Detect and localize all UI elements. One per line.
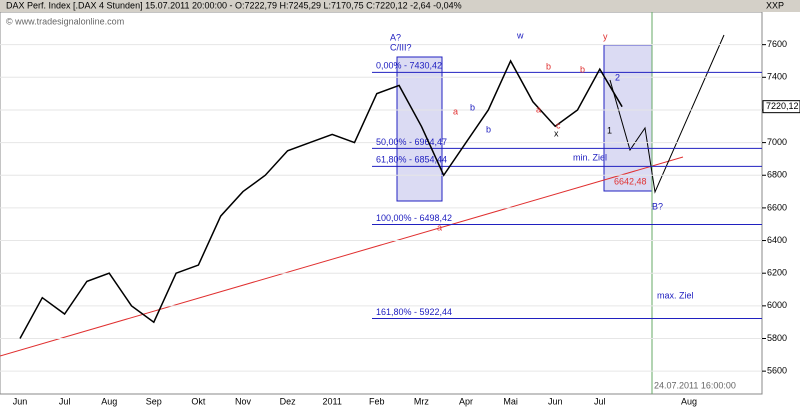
x-tick-label: Okt xyxy=(191,396,206,406)
y-tick-label: 6000 xyxy=(767,300,787,310)
last-price-label: 7220,12 xyxy=(766,101,799,111)
x-tick-label: Feb xyxy=(369,396,385,406)
last-price-box xyxy=(762,100,800,114)
annotation: b xyxy=(470,102,475,112)
annotation: B? xyxy=(652,201,663,211)
x-tick-label: Sep xyxy=(146,396,162,406)
x-tick-label: Mai xyxy=(503,396,518,406)
annotation: 24.07.2011 16:00:00 xyxy=(654,380,736,390)
fib-label: 61,80% - 6854,44 xyxy=(376,155,447,165)
annotation: a xyxy=(536,104,541,114)
x-tick-label: Aug xyxy=(681,396,697,406)
y-tick-label: 7400 xyxy=(767,72,787,82)
annotation: b xyxy=(486,124,491,134)
y-tick-label: 5600 xyxy=(767,366,787,376)
axis-label: XXP xyxy=(766,0,784,10)
y-tick-label: 5800 xyxy=(767,333,787,343)
watermark: © www.tradesignalonline.com xyxy=(6,16,124,26)
y-tick-label: 6800 xyxy=(767,170,787,180)
x-tick-label: Jul xyxy=(594,396,606,406)
forecast-arrow xyxy=(609,34,725,194)
x-tick-label: Jul xyxy=(59,396,71,406)
annotation: 1 xyxy=(607,125,612,135)
annotation: x xyxy=(554,128,559,138)
annotation: w xyxy=(516,30,524,40)
annotation: b xyxy=(580,64,585,74)
fib-label: 0,00% - 7430,42 xyxy=(376,61,442,71)
x-tick-label: Apr xyxy=(459,396,473,406)
annotation: y xyxy=(603,31,608,41)
trend-line xyxy=(0,156,684,357)
title-bar xyxy=(0,0,800,12)
annotation: min. Ziel xyxy=(573,152,607,162)
annotation: C/III? xyxy=(390,42,412,52)
annotation: b xyxy=(546,61,551,71)
chart-title: DAX Perf. Index [.DAX 4 Stunden] 15.07.2… xyxy=(6,0,462,10)
y-tick-label: 7600 xyxy=(767,39,787,49)
fib-label: 161,80% - 5922,44 xyxy=(376,307,452,317)
x-tick-label: 2011 xyxy=(323,396,342,406)
annotation: a xyxy=(453,106,458,116)
annotation: 2 xyxy=(615,72,620,82)
x-tick-label: Jun xyxy=(13,396,28,406)
annotation: 6642,48 xyxy=(614,176,647,186)
x-tick-label: Mrz xyxy=(414,396,429,406)
wave-box xyxy=(396,56,443,202)
price-line xyxy=(19,59,623,339)
x-tick-label: Aug xyxy=(101,396,117,406)
x-tick-label: Dez xyxy=(280,396,297,406)
fib-label: 50,00% - 6964,47 xyxy=(376,137,447,147)
plot-frame xyxy=(0,11,763,395)
annotation: a xyxy=(437,222,442,232)
x-tick-label: Nov xyxy=(235,396,252,406)
y-tick-label: 6200 xyxy=(767,268,787,278)
x-tick-label: Jun xyxy=(548,396,563,406)
annotation: A? xyxy=(390,32,401,42)
y-tick-label: 6400 xyxy=(767,235,787,245)
annotation: c xyxy=(556,120,561,130)
wave-box xyxy=(603,44,653,192)
fib-label: 100,00% - 6498,42 xyxy=(376,213,452,223)
annotation: max. Ziel xyxy=(657,290,694,300)
y-tick-label: 6600 xyxy=(767,202,787,212)
y-tick-label: 7000 xyxy=(767,137,787,147)
